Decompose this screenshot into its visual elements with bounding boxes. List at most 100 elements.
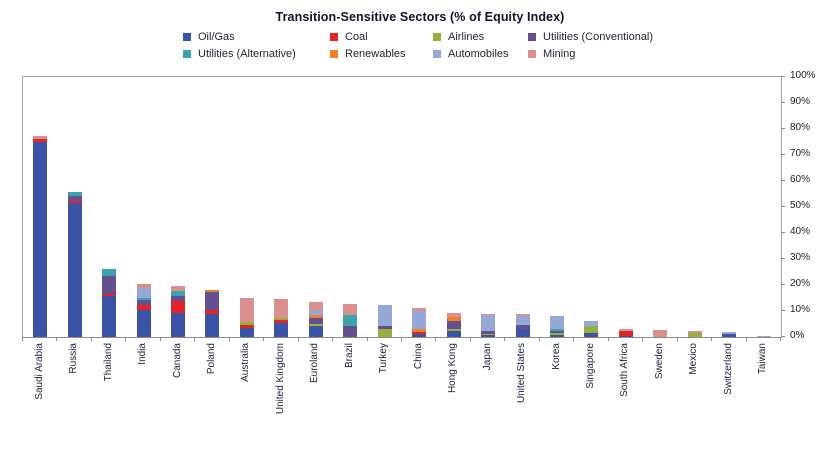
y-axis-tick [781, 232, 785, 233]
y-axis-tick [781, 76, 785, 77]
x-axis-tick [711, 337, 713, 341]
bar-segment-oil-gas [239, 327, 254, 337]
x-label-cell: Taiwan [746, 343, 780, 448]
bar-japan [471, 77, 505, 337]
bar-segment-utilities-alternative [550, 328, 565, 332]
x-axis-label-saudi-arabia: Saudi Arabia [33, 343, 45, 400]
bar-south-africa [609, 77, 643, 337]
bar-segment-utilities-conventional [446, 321, 461, 329]
bar-segment-mining [687, 330, 702, 334]
bar-segment-oil-gas [515, 329, 530, 337]
bar-segment-oil-gas [722, 333, 737, 337]
legend-item-utilities-conventional: Utilities (Conventional) [528, 28, 708, 45]
bar-turkey [368, 77, 402, 337]
x-label-cell: Korea [539, 343, 573, 448]
x-axis-tick [745, 337, 747, 341]
bar-segment-coal [205, 310, 220, 315]
bar-segment-mining [33, 135, 48, 140]
bar-segment-oil-gas [33, 142, 48, 337]
x-axis-label-singapore: Singapore [584, 343, 596, 389]
x-axis-label-australia: Australia [240, 343, 252, 382]
x-axis-label-south-africa: South Africa [619, 343, 631, 397]
bar-segment-oil-gas [481, 335, 496, 337]
bar-segment-mining [412, 308, 427, 311]
bar-segment-automobiles [136, 288, 151, 299]
bar-segment-coal [67, 200, 82, 204]
legend-label: Mining [543, 47, 576, 60]
bar-segment-coal [618, 331, 633, 336]
legend-swatch-icon [183, 32, 191, 41]
bar-segment-automobiles [515, 315, 530, 325]
x-label-cell: Poland [194, 343, 228, 448]
bar-segment-renewables [308, 314, 323, 319]
bar-segment-coal [136, 305, 151, 310]
y-axis-tick [781, 258, 785, 259]
x-label-cell: Hong Kong [435, 343, 469, 448]
bar-segment-mining [653, 330, 668, 337]
bar-russia [57, 77, 91, 337]
x-label-cell: United Kingdom [263, 343, 297, 448]
x-label-cell: Saudi Arabia [22, 343, 56, 448]
x-label-cell: Euroland [298, 343, 332, 448]
bar-sweden [643, 77, 677, 337]
bar-segment-airlines [446, 328, 461, 331]
bar-segment-utilities-alternative [343, 315, 358, 326]
x-label-cell: Mexico [677, 343, 711, 448]
legend-label: Coal [345, 30, 368, 43]
x-axis-label-thailand: Thailand [102, 343, 114, 382]
x-axis-label-mexico: Mexico [688, 343, 700, 375]
bar-segment-coal [102, 294, 117, 297]
bar-segment-utilities-conventional [205, 291, 220, 311]
x-axis-tick [194, 337, 196, 341]
bar-segment-mining [446, 312, 461, 317]
x-label-cell: Singapore [573, 343, 607, 448]
x-label-cell: Switzerland [711, 343, 745, 448]
legend-item-coal: Coal [330, 28, 433, 45]
bar-segment-mining [515, 314, 530, 316]
bar-segment-oil-gas [308, 325, 323, 337]
x-label-cell: United States [504, 343, 538, 448]
legend-item-automobiles: Automobiles [433, 45, 528, 62]
bar-segment-automobiles [722, 331, 737, 334]
bar-segment-mining [481, 313, 496, 315]
bar-segment-airlines [274, 317, 289, 320]
x-axis-tick [642, 337, 644, 341]
bar-canada [161, 77, 195, 337]
x-axis-tick [90, 337, 92, 341]
bar-segment-utilities-conventional [136, 300, 151, 306]
y-axis-label-10: 10% [790, 304, 811, 315]
legend-item-oil-gas: Oil/Gas [183, 28, 330, 45]
bar-china [402, 77, 436, 337]
y-axis-label-30: 30% [790, 252, 811, 263]
bar-hong-kong [436, 77, 470, 337]
x-axis-labels: Saudi Arabia Russia Thailand India Canada Pol… [22, 343, 780, 448]
bar-segment-utilities-alternative [171, 291, 186, 297]
y-axis-tick [781, 180, 785, 181]
bar-segment-coal [171, 300, 186, 314]
bar-united-states [505, 77, 539, 337]
x-label-cell: Brazil [332, 343, 366, 448]
y-axis-tick [781, 336, 785, 337]
bar-segment-oil-gas [102, 296, 117, 337]
x-axis-tick [332, 337, 334, 341]
x-axis-tick [504, 337, 506, 341]
x-axis-label-switzerland: Switzerland [722, 343, 734, 395]
x-axis-label-china: China [412, 343, 424, 370]
x-axis-tick [676, 337, 678, 341]
bar-thailand [92, 77, 126, 337]
x-axis-tick [366, 337, 368, 341]
bar-segment-airlines [377, 329, 392, 337]
bar-segment-oil-gas [446, 330, 461, 337]
y-axis-label-50: 50% [790, 200, 811, 211]
legend-swatch-icon [433, 49, 441, 58]
bar-segment-oil-gas [67, 203, 82, 337]
bar-segment-oil-gas [412, 334, 427, 337]
y-axis-tick [781, 206, 785, 207]
x-label-cell: Sweden [642, 343, 676, 448]
bar-segment-oil-gas [584, 333, 599, 337]
x-axis-tick [22, 337, 23, 341]
bar-brazil [333, 77, 367, 337]
x-axis-tick [469, 337, 471, 341]
bar-segment-mining [618, 328, 633, 332]
